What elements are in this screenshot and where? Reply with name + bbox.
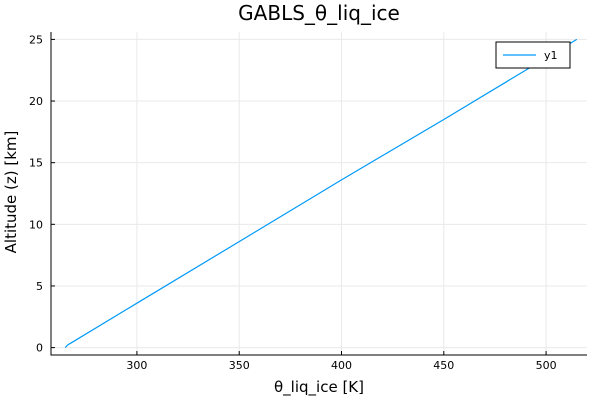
axes-frame — [50, 32, 587, 356]
tick-label-x-300: 300 — [126, 359, 147, 372]
legend-label-y1: y1 — [544, 49, 558, 62]
tick-labels: 300 350 400 450 500 0 5 10 15 20 25 — [29, 33, 557, 372]
tick-label-x-500: 500 — [536, 359, 557, 372]
tick-label-y-0: 0 — [36, 342, 43, 355]
tick-label-y-5: 5 — [36, 280, 43, 293]
tick-label-x-400: 400 — [331, 359, 352, 372]
tick-label-y-25: 25 — [29, 33, 43, 46]
y-axis-label: Altitude (z) [km] — [2, 131, 20, 254]
series-line-y1 — [64, 38, 578, 348]
tick-label-y-15: 15 — [29, 157, 43, 170]
tick-label-x-350: 350 — [229, 359, 250, 372]
tick-label-x-450: 450 — [433, 359, 454, 372]
tick-label-y-10: 10 — [29, 218, 43, 231]
tick-label-y-20: 20 — [29, 95, 43, 108]
plot-area — [64, 38, 578, 348]
legend: y1 — [495, 41, 571, 69]
chart-title: GABLS_θ_liq_ice — [238, 1, 400, 25]
x-axis-label: θ_liq_ice [K] — [274, 378, 364, 397]
grid-lines — [51, 32, 587, 355]
